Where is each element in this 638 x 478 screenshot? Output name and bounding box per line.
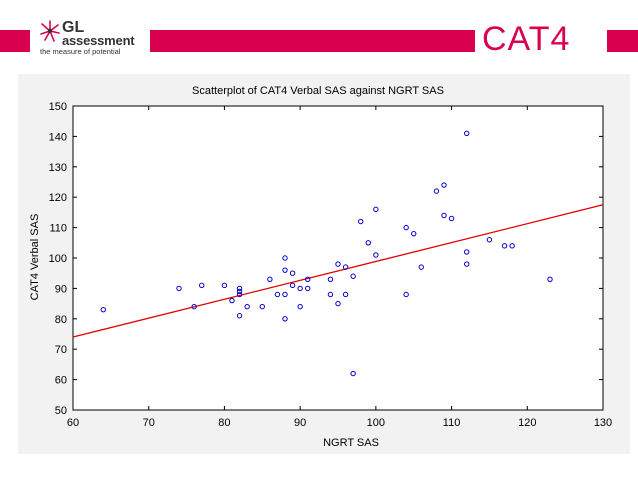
data-point [327, 291, 334, 298]
x-tick-label: 130 [594, 417, 612, 429]
y-tick-label: 110 [49, 223, 67, 235]
data-point [297, 285, 303, 292]
x-tick-label: 120 [518, 417, 536, 429]
data-point [305, 285, 311, 292]
x-axis: 60 70 80 90 100 110 120 130 [67, 106, 612, 429]
data-point [289, 282, 296, 289]
x-tick-label: 110 [443, 417, 461, 429]
data-point [547, 276, 553, 282]
data-point [365, 240, 371, 246]
data-point [464, 130, 470, 137]
data-point [464, 261, 470, 267]
data-point [244, 303, 250, 310]
data-point [282, 291, 288, 298]
data-point [358, 218, 364, 225]
data-point [509, 243, 515, 249]
y-tick-label: 90 [55, 283, 67, 295]
logo-text-gl: GL [62, 19, 85, 36]
data-point [448, 215, 455, 222]
data-point [100, 306, 106, 313]
x-tick-label: 90 [294, 417, 306, 429]
data-point [327, 276, 334, 282]
y-tick-label: 50 [55, 405, 67, 417]
x-tick-label: 60 [67, 417, 79, 429]
chart-title: Scatterplot of CAT4 Verbal SAS against N… [192, 85, 444, 97]
data-point [199, 282, 205, 289]
data-point [236, 313, 243, 319]
header-band-left [0, 30, 30, 52]
cat4-logo: CAT4 [478, 8, 606, 64]
chart-panel: Scatterplot of CAT4 Verbal SAS against N… [18, 74, 630, 454]
data-point [282, 267, 288, 273]
data-point [282, 316, 288, 322]
y-tick-label: 130 [49, 162, 67, 174]
data-point [464, 249, 470, 255]
data-point [221, 282, 228, 289]
x-tick-label: 100 [367, 417, 385, 429]
star-burst-icon [40, 20, 60, 42]
data-point [267, 276, 273, 282]
scatter-chart: Scatterplot of CAT4 Verbal SAS against N… [29, 85, 612, 449]
y-tick-label: 140 [49, 131, 67, 143]
y-tick-label: 70 [55, 344, 67, 356]
y-axis: 50 60 70 80 90 100 110 120 130 140 150 [49, 101, 603, 417]
data-point [486, 237, 493, 243]
data-point [501, 243, 508, 249]
data-point [342, 291, 349, 298]
x-tick-label: 70 [143, 417, 155, 429]
y-tick-label: 150 [49, 101, 67, 113]
data-point [335, 261, 341, 267]
data-point [282, 255, 288, 261]
data-point [433, 188, 440, 194]
trend-line [72, 204, 604, 338]
data-point [403, 291, 409, 298]
data-point [305, 276, 311, 282]
data-point [297, 303, 303, 310]
gl-assessment-logo: GL assessment the measure of potential [38, 20, 150, 60]
logo-text-assessment: assessment [62, 33, 135, 48]
data-point [350, 370, 356, 377]
header-band-right [607, 30, 638, 52]
data-point [176, 285, 182, 292]
y-tick-label: 100 [49, 253, 67, 265]
data-points [100, 130, 553, 377]
data-point [236, 285, 243, 292]
x-axis-label: NGRT SAS [323, 437, 379, 449]
data-point [373, 252, 379, 258]
y-axis-label: CAT4 Verbal SAS [29, 214, 41, 301]
data-point [274, 291, 281, 298]
data-point [411, 230, 417, 237]
data-point [418, 264, 424, 270]
y-tick-label: 60 [55, 375, 67, 387]
data-point [259, 303, 265, 310]
cat4-logo-text: CAT4 [482, 20, 571, 58]
data-point [335, 300, 341, 307]
data-point [236, 288, 243, 295]
data-point [191, 303, 197, 310]
data-point [229, 297, 235, 304]
x-tick-label: 80 [218, 417, 230, 429]
data-point [350, 273, 356, 279]
y-tick-label: 120 [49, 192, 67, 204]
data-point [236, 291, 243, 298]
data-point [441, 182, 447, 188]
data-point [342, 264, 349, 270]
logo-tagline: the measure of potential [40, 47, 121, 56]
data-point [441, 212, 447, 219]
data-point [403, 224, 409, 231]
plot-area [72, 105, 604, 411]
data-point [373, 206, 379, 213]
data-point [289, 270, 296, 276]
y-tick-label: 80 [55, 314, 67, 326]
header-band-middle [150, 30, 475, 52]
